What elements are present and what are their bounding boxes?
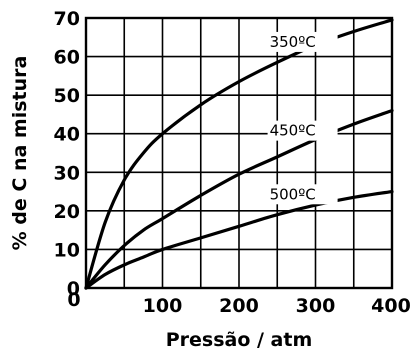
x-tick-label: 300 [296, 295, 336, 317]
plot-frame [84, 16, 394, 290]
y-tick-label: 70 [54, 8, 80, 30]
series-label-background [267, 184, 338, 205]
series-label-background [267, 31, 338, 52]
x-tick-label: 200 [219, 295, 259, 317]
x-tick-label: 100 [143, 295, 183, 317]
y-tick-label: 20 [54, 201, 80, 223]
grid-lines [86, 18, 392, 288]
x-tick-labels: 0 100 200 300 400 [67, 289, 410, 317]
y-tick-label: 60 [54, 47, 80, 69]
series-label: 350ºC [270, 33, 316, 51]
series-label: 500ºC [270, 185, 316, 203]
y-tick-label: 40 [54, 124, 80, 146]
y-tick-label: 50 [54, 85, 80, 107]
series-labels: 350ºC 450ºC 500ºC [270, 33, 316, 203]
y-tick-labels: 0 10 20 30 40 50 60 70 [54, 8, 80, 300]
y-tick-label: 0 [67, 278, 80, 300]
series-label-backgrounds [267, 31, 338, 205]
y-tick-label: 30 [54, 162, 80, 184]
y-tick-label: 10 [54, 239, 80, 261]
series-label: 450ºC [270, 122, 316, 140]
y-axis-label: % de C na mistura [9, 56, 31, 251]
x-tick-label: 400 [371, 295, 411, 317]
series-label-background [267, 120, 338, 141]
x-axis-label: Pressão / atm [166, 329, 313, 351]
x-tick-label: 0 [67, 289, 80, 311]
